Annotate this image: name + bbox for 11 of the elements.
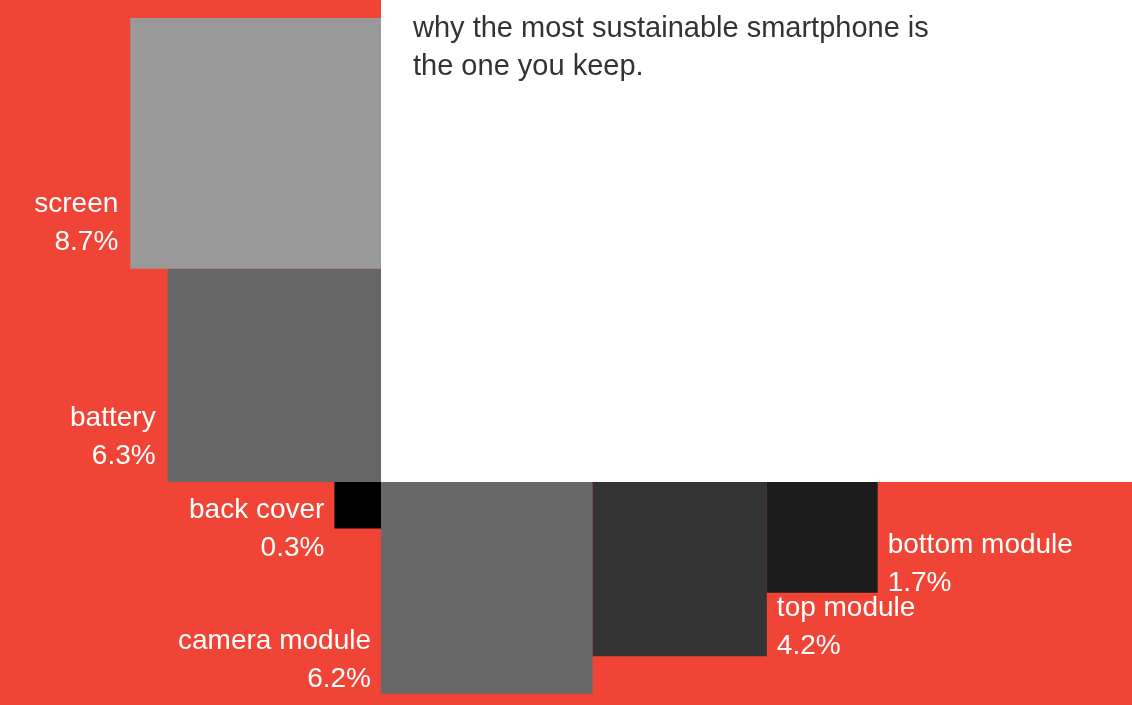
data-label: 4.2% — [776, 628, 841, 660]
data-label: 8.7% — [54, 225, 119, 257]
data-label: 6.3% — [91, 438, 156, 470]
category-label: bottom module — [887, 527, 1073, 559]
category-label: camera module — [178, 623, 371, 655]
category-label: back cover — [189, 492, 325, 524]
category-label: screen — [34, 187, 119, 219]
text: why the most sustainable smartphone is the one you keep. — [412, 10, 929, 81]
data-label: 6.2% — [307, 661, 371, 693]
data-label: 0.3% — [260, 530, 325, 562]
category-label: battery — [70, 400, 156, 432]
